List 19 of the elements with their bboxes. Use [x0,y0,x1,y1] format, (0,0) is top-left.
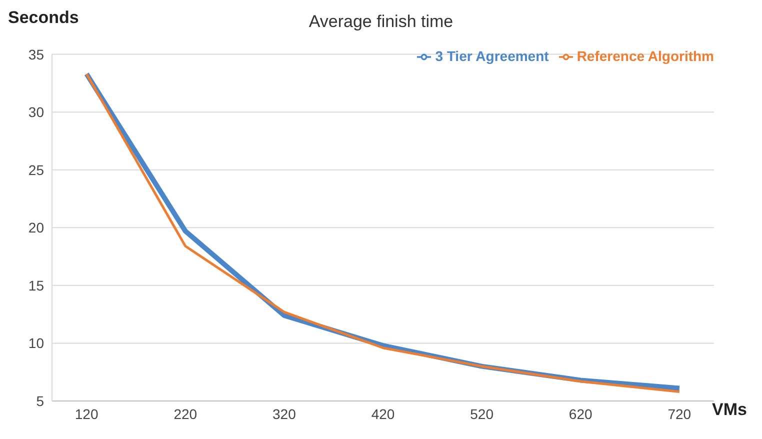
x-axis-title: VMs [712,400,747,420]
x-tick-label: 220 [174,406,198,422]
x-tick-label: 720 [668,406,692,422]
y-tick-label: 30 [28,104,44,120]
y-tick-label: 15 [28,277,44,294]
y-tick-label: 35 [28,46,44,62]
x-tick-label: 120 [74,406,98,422]
y-axis-title: Seconds [8,8,79,28]
legend-label: 3 Tier Agreement [435,48,549,64]
x-tick-label: 320 [272,406,296,422]
x-tick-label: 420 [371,406,395,422]
x-tick-label: 520 [470,406,494,422]
chart-title: Average finish time [308,12,454,31]
y-tick-label: 20 [28,220,44,236]
y-tick-label: 10 [28,335,44,352]
x-tick-label: 620 [568,406,593,422]
legend-label: Reference Algorithm [576,48,714,64]
y-tick-label: 5 [36,392,44,409]
y-tick-label: 25 [28,162,44,178]
